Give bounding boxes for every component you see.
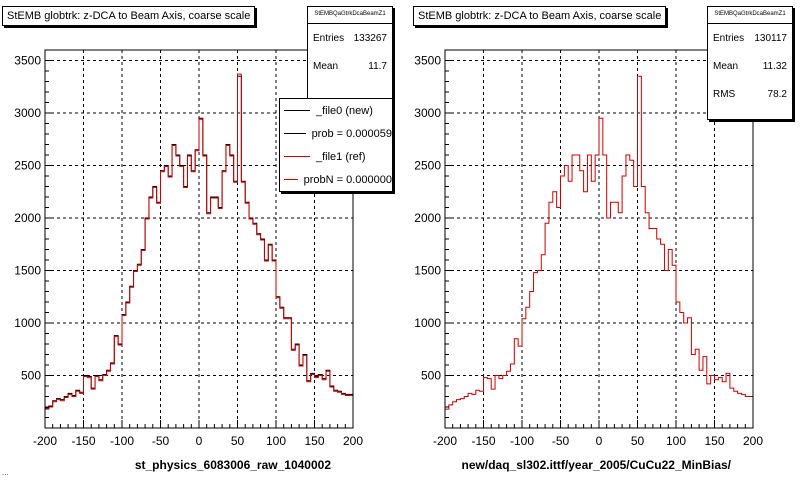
right-stats-box: StEMBQaGtrkDcaBeamZ1 Entries 130117 Mean… (707, 6, 793, 120)
legend-item-prob: prob = 0.000059 (280, 122, 392, 145)
y-tick-label: 500 (421, 369, 441, 383)
right-stats-mean-row: Mean 11.32 (708, 52, 792, 80)
x-tick-label: 200 (343, 434, 363, 448)
x-tick-label: -200 (433, 434, 457, 448)
y-tick-label: 3500 (414, 54, 441, 68)
y-tick-label: 3500 (14, 54, 41, 68)
x-tick-label: 100 (266, 434, 286, 448)
left-stats-entries-row: Entries 133267 (308, 24, 392, 52)
right-pad: -200 -150 -100 -50 0 50 100 150 200 500 1000 1500 20… (400, 0, 800, 480)
x-tick-label: 50 (231, 434, 245, 448)
left-stats-mean-value: 11.7 (368, 60, 387, 72)
x-tick-label: 0 (196, 434, 203, 448)
y-tick-label: 2500 (14, 159, 41, 173)
legend-red-line-icon (284, 156, 310, 157)
histogram-series-0 (445, 75, 753, 410)
x-tick-label: 150 (704, 434, 724, 448)
right-stats-rms-value: 78.2 (767, 88, 787, 100)
x-tick-label: -50 (152, 434, 170, 448)
legend-label-file1: _file1 (ref) (316, 150, 366, 163)
y-tick-label: 2500 (414, 159, 441, 173)
legend-label-file0: _file0 (new) (316, 104, 373, 117)
legend-black-line-icon (284, 133, 306, 134)
legend-item-probn: probN = 0.000000 (280, 168, 392, 191)
right-stats-entries-value: 130117 (754, 32, 787, 44)
x-tick-label: -100 (110, 434, 134, 448)
left-stats-entries-label: Entries (313, 32, 345, 44)
y-tick-label: 2000 (414, 211, 441, 225)
left-histogram-title: StEMB globtrk: z-DCA to Beam Axis, coars… (2, 6, 256, 26)
x-tick-label: -50 (552, 434, 570, 448)
left-stats-entries-value: 133267 (353, 32, 387, 44)
x-tick-label: -150 (471, 434, 495, 448)
legend-item-file0: _file0 (new) (280, 99, 392, 122)
left-stats-mean-row: Mean 11.7 (308, 52, 392, 80)
y-tick-label: 3000 (14, 106, 41, 120)
right-stats-rms-row: RMS 78.2 (708, 80, 792, 108)
x-tick-label: -150 (71, 434, 95, 448)
x-tick-label: 150 (304, 434, 324, 448)
y-tick-label: 1500 (414, 264, 441, 278)
right-histogram-title: StEMB globtrk: z-DCA to Beam Axis, coars… (413, 6, 667, 26)
legend-red-line-icon (284, 179, 298, 180)
right-stats-mean-value: 11.32 (762, 60, 787, 72)
legend-label-probn: probN = 0.000000 (303, 173, 392, 186)
y-tick-label: 2000 (14, 211, 41, 225)
legend-black-line-icon (284, 110, 310, 111)
x-tick-label: 50 (631, 434, 645, 448)
left-stats-name: StEMBQaGtrkDcaBeamZ1 (308, 7, 392, 24)
legend-item-file1: _file1 (ref) (280, 145, 392, 168)
x-tick-label: 0 (596, 434, 603, 448)
histogram-series-1 (45, 73, 353, 410)
x-tick-label: 200 (743, 434, 763, 448)
right-stats-rms-label: RMS (713, 88, 736, 100)
y-tick-label: 500 (21, 369, 41, 383)
left-stats-box: StEMBQaGtrkDcaBeamZ1 Entries 133267 Mean… (307, 6, 393, 108)
legend-label-prob: prob = 0.000059 (311, 127, 392, 140)
y-tick-label: 1000 (414, 316, 441, 330)
x-tick-label: 100 (666, 434, 686, 448)
x-axis-title: st_physics_6083006_raw_1040002 (135, 458, 331, 472)
left-legend: _file0 (new) prob = 0.000059 _file1 (ref… (279, 98, 393, 192)
y-tick-label: 1000 (14, 316, 41, 330)
right-stats-entries-row: Entries 130117 (708, 24, 792, 52)
right-stats-entries-label: Entries (713, 32, 745, 44)
y-tick-label: 3000 (414, 106, 441, 120)
right-stats-mean-label: Mean (713, 60, 739, 72)
right-histogram-plot: -200 -150 -100 -50 0 50 100 150 200 500 1000 1500 20… (414, 49, 763, 472)
x-tick-label: -200 (33, 434, 57, 448)
x-tick-label: -100 (510, 434, 534, 448)
right-stats-name: StEMBQaGtrkDcaBeamZ1 (708, 7, 792, 24)
footer-text: ... (2, 468, 9, 477)
left-stats-mean-label: Mean (313, 60, 339, 72)
left-pad: -200 -150 -100 -50 0 50 100 150 200 500 1000 1500 20… (2, 6, 393, 472)
x-axis-title: new/daq_sl302.ittf/year_2005/CuCu22_MinB… (462, 458, 732, 472)
y-tick-label: 1500 (14, 264, 41, 278)
